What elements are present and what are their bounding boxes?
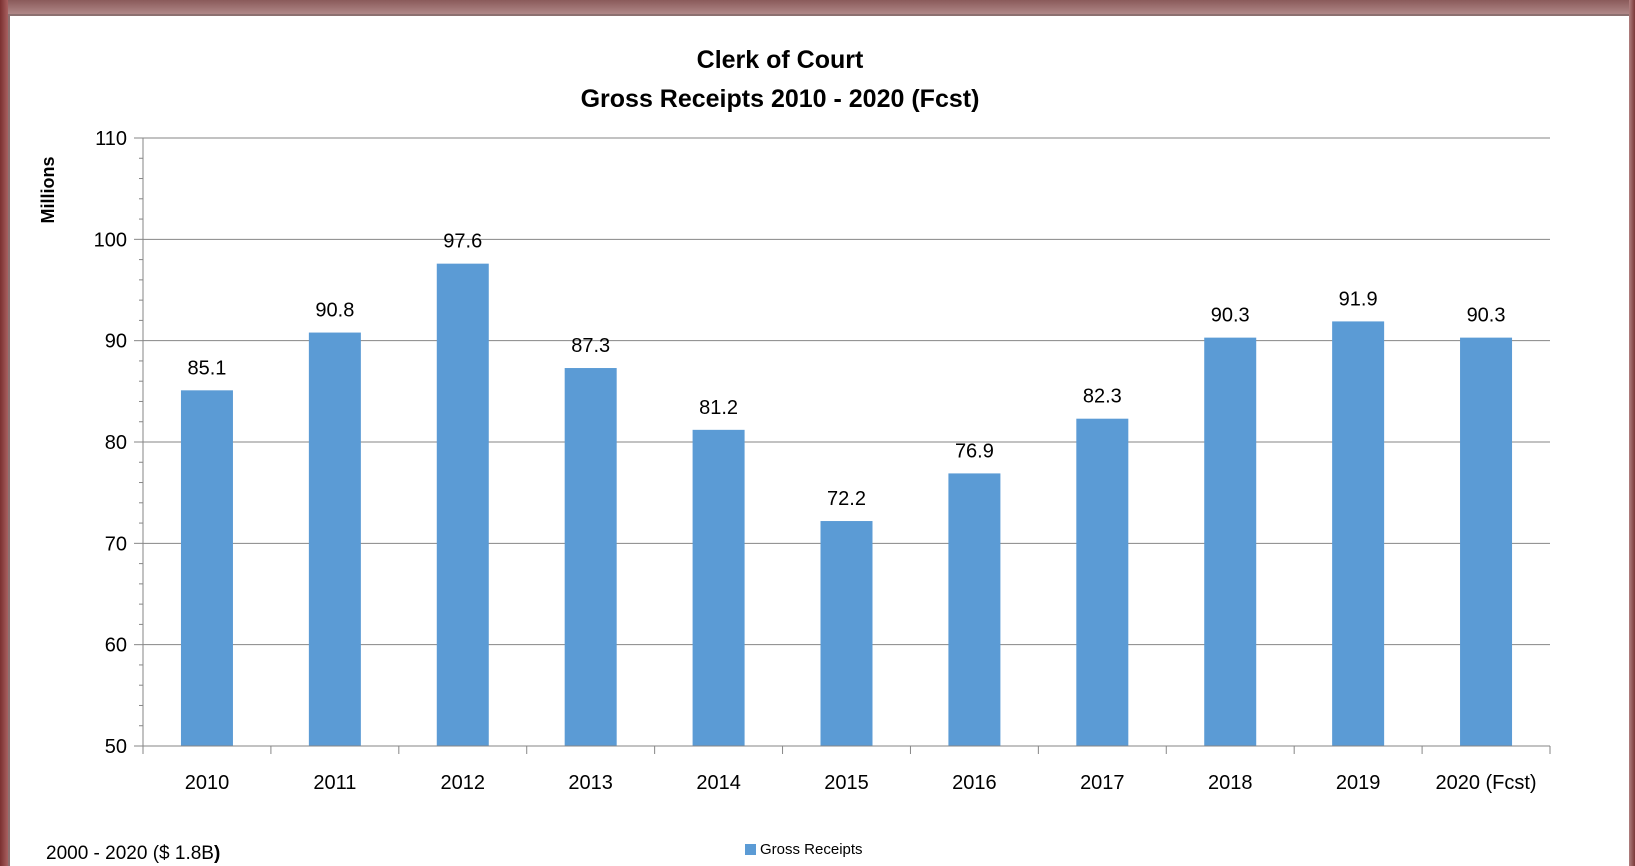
footnote-text: 2000 - 2020 ($ 1.8B [46,843,214,864]
x-tick-label: 2012 [441,772,486,794]
data-label: 81.2 [699,397,738,419]
bar [948,473,1001,746]
data-label: 91.9 [1339,288,1378,310]
data-label: 85.1 [187,357,226,379]
window-frame-left [0,0,8,866]
bar [1460,337,1513,746]
data-label: 76.9 [955,440,994,462]
bar [820,521,873,746]
data-label: 82.3 [1083,386,1122,408]
data-label: 90.3 [1467,305,1506,327]
x-tick-label: 2014 [696,772,741,794]
footnote: 2000 - 2020 ($ 1.8B) [46,843,220,865]
data-label: 97.6 [443,231,482,253]
x-tick-label: 2016 [952,772,997,794]
x-tick-label: 2018 [1208,772,1253,794]
bar [1332,321,1385,746]
y-tick-label: 100 [94,229,127,251]
x-tick-label: 2015 [824,772,869,794]
y-axis-label: Millions [38,157,58,224]
y-tick-label: 60 [105,635,127,657]
y-tick-label: 70 [105,533,127,555]
bar [1076,418,1129,746]
bar [692,429,745,746]
chart-title: Clerk of Court [697,46,864,74]
x-tick-label: 2010 [185,772,230,794]
data-label: 72.2 [827,488,866,510]
legend-label: Gross Receipts [760,841,863,858]
data-label: 90.8 [315,300,354,322]
y-tick-label: 80 [105,432,127,454]
legend-swatch [745,844,756,855]
legend: Gross Receipts [745,841,863,858]
data-label: 87.3 [571,335,610,357]
bar [180,390,233,746]
y-tick-label: 110 [95,128,127,150]
axes: 50 60 70 80 90 100 110 2010 2011 2012 2013 2014 2015… [94,128,1551,794]
y-tick-label: 50 [105,736,127,758]
bar [436,263,489,746]
window-frame-right [1629,0,1635,866]
bar [1204,337,1257,746]
chart-subtitle: Gross Receipts 2010 - 2020 (Fcst) [581,85,980,113]
y-tick-label: 90 [105,331,127,353]
x-tick-label: 2013 [568,772,613,794]
x-tick-label: 2020 (Fcst) [1435,772,1536,794]
window-frame-top [0,0,1635,14]
x-tick-label: 2011 [313,772,356,794]
bar [308,332,361,746]
x-tick-label: 2017 [1080,772,1125,794]
data-label: 90.3 [1211,305,1250,327]
bar [564,368,617,746]
footnote-bold-paren: ) [213,843,221,864]
x-tick-label: 2019 [1336,772,1381,794]
data-labels: 85.1 90.8 97.6 87.3 81.2 72.2 76.9 82.3 90.3 91.9… [187,231,1505,510]
bars [180,263,1513,746]
